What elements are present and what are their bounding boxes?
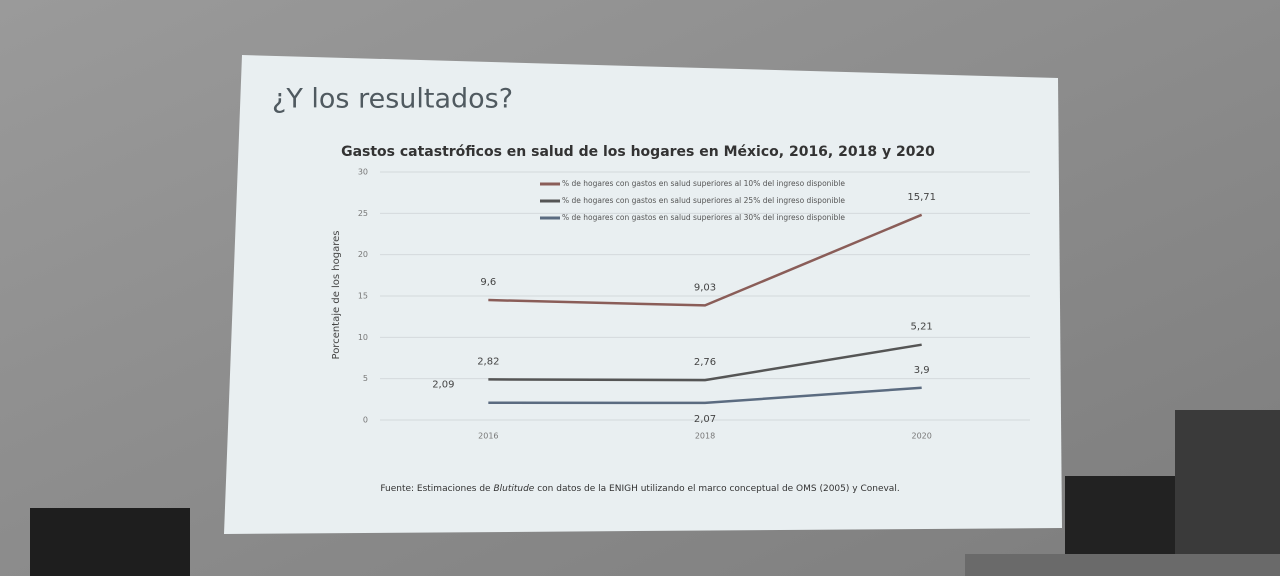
series-line <box>488 386 922 405</box>
slide-title: ¿Y los resultados? <box>272 84 513 115</box>
data-label: 2,09 <box>432 380 454 391</box>
y-tick-label: 25 <box>358 209 368 218</box>
computer-case <box>1175 410 1280 560</box>
data-label: 9,03 <box>694 282 716 293</box>
y-tick-label: 5 <box>363 374 368 383</box>
source-text: Blutitude <box>493 484 534 494</box>
source-text: Fuente: Estimaciones de <box>380 484 493 494</box>
y-tick-label: 20 <box>358 250 368 259</box>
source: Fuente: Estimaciones de Blutitude con da… <box>380 484 899 494</box>
series-line <box>488 213 923 307</box>
data-label: 2,07 <box>694 414 716 425</box>
laptop <box>30 508 190 576</box>
y-axis-label: Porcentaje de los hogares <box>331 231 342 360</box>
legend-label: % de hogares con gastos en salud superio… <box>562 179 845 188</box>
x-tick-label: 2020 <box>911 432 931 441</box>
legend-label: % de hogares con gastos en salud superio… <box>562 196 845 205</box>
data-label: 2,76 <box>694 357 716 368</box>
chart-title: Gastos catastróficos en salud de los hog… <box>341 144 935 160</box>
x-tick-label: 2016 <box>478 432 498 441</box>
data-label: 9,6 <box>480 277 496 288</box>
x-tick-label: 2018 <box>695 432 715 441</box>
slide <box>224 55 1062 534</box>
series-line <box>488 343 922 382</box>
plot: 0 5 10 15 20 25 30 2016 2018 2020 9,6 9,03 15,71 2,82… <box>358 168 1030 441</box>
desk <box>965 554 1280 576</box>
data-label: 2,82 <box>477 356 499 367</box>
y-tick-label: 0 <box>363 416 368 425</box>
data-label: 15,71 <box>907 192 936 203</box>
data-label: 3,9 <box>914 365 930 376</box>
data-label: 5,21 <box>911 322 933 333</box>
source-text: con datos de la ENIGH utilizando el marc… <box>534 484 899 494</box>
legend-label: % de hogares con gastos en salud superio… <box>562 213 845 222</box>
y-tick-label: 15 <box>358 292 368 301</box>
y-tick-label: 10 <box>358 333 368 342</box>
monitor <box>1065 476 1190 566</box>
y-tick-label: 30 <box>358 168 368 177</box>
